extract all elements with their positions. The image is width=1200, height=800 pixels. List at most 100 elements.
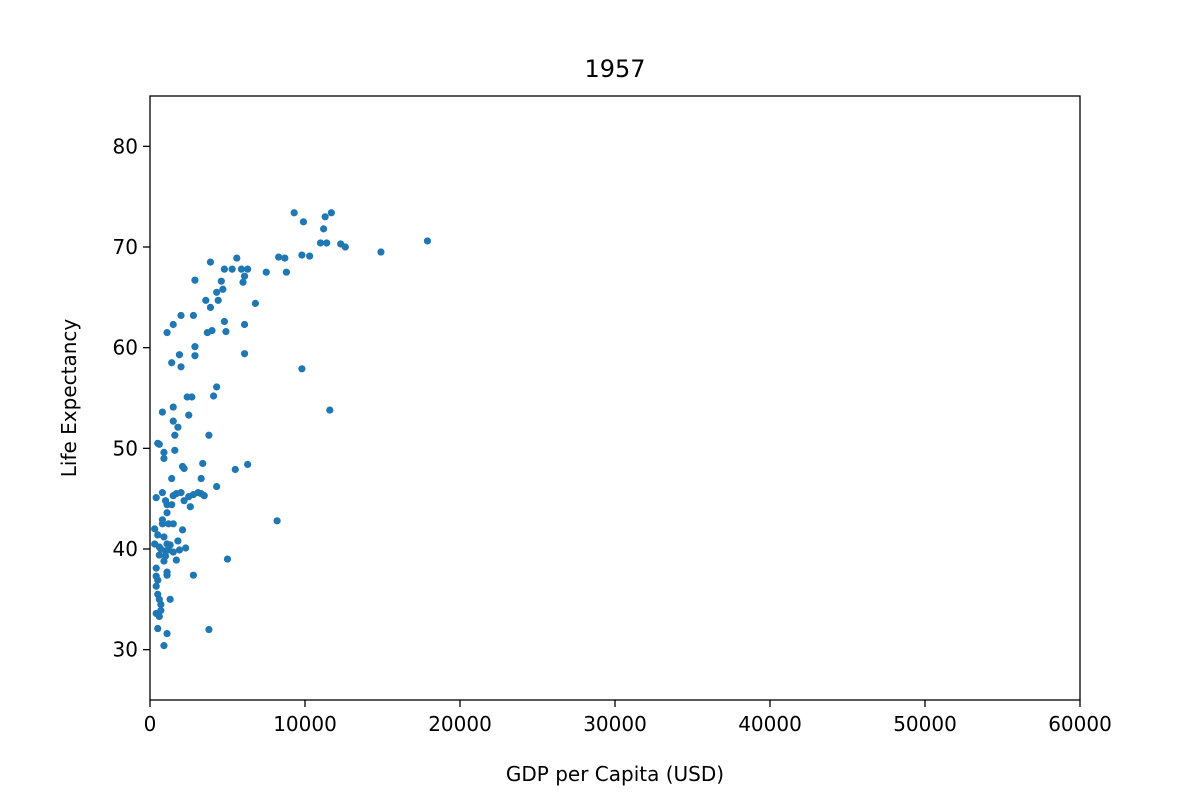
data-point (182, 544, 190, 552)
data-point (290, 209, 298, 217)
data-point (171, 431, 179, 439)
x-axis-ticks: 0 10000 20000 30000 40000 50000 60000 (144, 700, 1112, 736)
data-point (213, 482, 221, 491)
data-point (160, 642, 168, 650)
data-point (191, 343, 199, 351)
data-point (220, 265, 228, 273)
x-tick-label: 60000 (1048, 712, 1112, 736)
data-point (323, 239, 331, 247)
data-point (163, 571, 171, 579)
data-point (281, 254, 289, 262)
data-point (158, 408, 166, 416)
data-point (209, 392, 218, 400)
y-tick-label: 50 (113, 436, 138, 460)
data-point (214, 296, 222, 304)
data-point (154, 624, 162, 633)
points-layer (151, 209, 432, 650)
data-point (168, 501, 176, 509)
data-point (169, 548, 177, 556)
data-point (217, 277, 225, 285)
x-tick-label: 0 (144, 712, 157, 736)
data-point (168, 474, 176, 483)
data-point (206, 303, 215, 311)
data-point (197, 474, 205, 483)
data-point (199, 459, 207, 468)
data-point (160, 448, 168, 456)
data-point (155, 612, 163, 621)
data-point (237, 265, 246, 273)
data-point (205, 625, 213, 634)
y-tick-label: 70 (113, 235, 138, 259)
data-point (158, 520, 166, 528)
data-point (168, 359, 176, 367)
data-point (282, 268, 290, 276)
data-point (341, 243, 349, 251)
x-axis-title: GDP per Capita (USD) (506, 762, 724, 786)
data-point (321, 213, 329, 221)
data-point (219, 285, 227, 293)
data-point (423, 237, 432, 245)
data-point (299, 218, 308, 226)
data-point (244, 460, 252, 469)
data-point (316, 239, 325, 247)
y-tick-label: 60 (113, 336, 138, 360)
data-point (172, 556, 180, 564)
data-point (191, 276, 199, 284)
x-tick-label: 10000 (273, 712, 337, 736)
data-point (377, 248, 385, 256)
x-tick-label: 20000 (428, 712, 492, 736)
data-point (169, 320, 177, 329)
data-point (154, 531, 162, 539)
data-point (155, 551, 163, 559)
plot-frame (149, 95, 1081, 701)
data-point (151, 525, 159, 533)
data-point (169, 417, 177, 425)
data-point (174, 423, 182, 431)
data-point (160, 557, 168, 565)
data-point (163, 629, 171, 638)
data-point (174, 537, 182, 545)
data-point (213, 288, 221, 296)
data-point (155, 440, 163, 448)
data-point (326, 406, 334, 414)
data-point (240, 320, 249, 329)
data-point (163, 328, 171, 337)
data-point (166, 595, 174, 603)
data-point (169, 492, 177, 500)
y-tick-label: 80 (113, 134, 138, 158)
data-point (191, 352, 199, 360)
chart-title: 1957 (584, 55, 645, 83)
data-point (163, 509, 171, 517)
data-point (185, 411, 193, 419)
data-point (178, 526, 187, 534)
data-point (171, 446, 179, 454)
data-point (152, 564, 160, 572)
data-point (298, 365, 306, 373)
data-point (152, 494, 160, 502)
data-point (177, 363, 185, 371)
data-point (189, 311, 197, 320)
data-point (223, 555, 232, 563)
data-point (298, 251, 306, 259)
data-point (154, 576, 162, 584)
y-tick-label: 40 (113, 537, 138, 561)
data-point (206, 258, 215, 266)
data-point (208, 326, 216, 335)
data-point (320, 225, 328, 233)
data-point (186, 503, 194, 511)
data-point (233, 254, 241, 262)
data-point (240, 272, 249, 280)
data-point (160, 454, 168, 462)
data-point (180, 464, 188, 473)
y-tick-label: 30 (113, 638, 138, 662)
data-point (177, 489, 185, 497)
data-point (200, 492, 208, 500)
data-point (222, 327, 230, 336)
x-tick-label: 30000 (583, 712, 647, 736)
data-point (275, 253, 283, 261)
data-point (202, 296, 210, 304)
data-point (205, 431, 213, 439)
data-point (220, 317, 228, 326)
data-point (177, 311, 185, 320)
